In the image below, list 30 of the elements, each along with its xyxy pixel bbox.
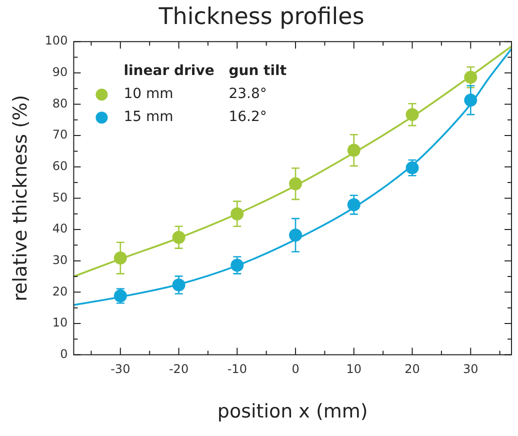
x-tick-label: -20 bbox=[168, 362, 189, 376]
y-tick-label: 10 bbox=[52, 316, 68, 330]
x-tick-label: 0 bbox=[292, 362, 300, 376]
legend-label: 15 mm bbox=[124, 109, 174, 126]
x-tick-label: -10 bbox=[227, 362, 247, 376]
annotation: 16.2° bbox=[228, 109, 267, 126]
y-tick-label: 60 bbox=[52, 159, 68, 174]
chart-title: Thickness profiles bbox=[158, 4, 364, 30]
point bbox=[114, 252, 127, 265]
x-tick-label: 10 bbox=[346, 362, 362, 376]
y-tick-label: 80 bbox=[52, 96, 68, 110]
x-tick-label: 30 bbox=[463, 362, 478, 376]
y-tick-label: 90 bbox=[52, 65, 68, 80]
y-tick-label: 20 bbox=[52, 284, 68, 298]
x-axis-title: position x (mm) bbox=[217, 400, 368, 423]
legend-label: 10 mm bbox=[124, 86, 174, 102]
x-tick-label: -30 bbox=[110, 362, 130, 376]
y-tick-label: 100 bbox=[44, 34, 68, 48]
x-tick-label: 20 bbox=[404, 362, 420, 376]
annotation: gun tilt bbox=[228, 63, 287, 80]
y-axis-title: relative thickness (%) bbox=[9, 95, 32, 302]
annotation: 23.8° bbox=[228, 86, 267, 102]
point bbox=[289, 228, 302, 242]
y-tick-label: 50 bbox=[52, 190, 68, 204]
point bbox=[289, 177, 302, 190]
y-tick-label: 30 bbox=[52, 252, 68, 267]
y-tick-label: 40 bbox=[52, 222, 68, 236]
y-tick-label: 70 bbox=[52, 128, 68, 142]
y-tick-label: 0 bbox=[60, 346, 68, 361]
legend-title: linear drive bbox=[124, 63, 214, 80]
